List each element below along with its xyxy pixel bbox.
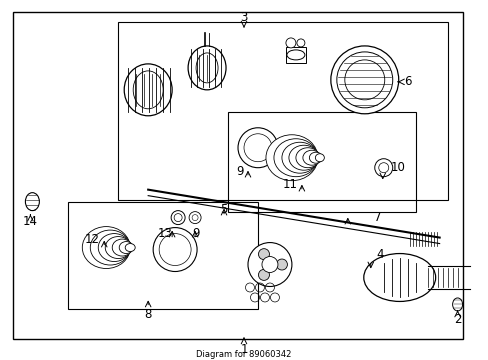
Text: 11: 11 [282, 178, 297, 191]
Text: Diagram for 89060342: Diagram for 89060342 [196, 350, 291, 359]
Circle shape [258, 249, 269, 260]
Circle shape [153, 228, 197, 271]
Circle shape [330, 46, 398, 114]
Ellipse shape [282, 142, 317, 173]
Ellipse shape [295, 148, 319, 168]
Text: 2: 2 [453, 313, 460, 326]
Ellipse shape [133, 71, 163, 109]
Circle shape [374, 159, 392, 177]
Ellipse shape [363, 253, 435, 301]
Ellipse shape [119, 242, 133, 253]
Text: 10: 10 [389, 161, 405, 174]
Bar [118, 22, 447, 200]
Circle shape [174, 213, 182, 222]
Circle shape [378, 163, 388, 173]
Circle shape [244, 134, 271, 162]
Text: 6: 6 [403, 75, 410, 88]
Text: 5: 5 [220, 203, 227, 216]
Ellipse shape [288, 145, 318, 170]
Circle shape [247, 243, 291, 287]
Circle shape [336, 52, 392, 108]
Circle shape [171, 211, 185, 225]
Bar [285, 47, 305, 63]
Ellipse shape [125, 244, 135, 252]
Circle shape [159, 234, 191, 266]
Circle shape [238, 128, 277, 168]
Circle shape [296, 39, 304, 47]
Text: 7: 7 [373, 211, 381, 224]
Ellipse shape [112, 239, 132, 256]
Ellipse shape [315, 154, 324, 162]
Circle shape [276, 259, 287, 270]
Ellipse shape [309, 152, 322, 163]
Text: 9: 9 [192, 227, 200, 240]
Text: 12: 12 [84, 233, 100, 246]
Ellipse shape [196, 53, 218, 83]
Ellipse shape [188, 46, 225, 90]
Bar [227, 112, 415, 212]
Ellipse shape [25, 193, 40, 211]
Circle shape [344, 60, 384, 100]
Text: 9: 9 [236, 165, 243, 178]
Ellipse shape [452, 298, 462, 311]
Circle shape [262, 257, 277, 273]
Circle shape [189, 212, 201, 224]
Text: 8: 8 [144, 308, 152, 321]
Text: 14: 14 [23, 215, 38, 228]
Ellipse shape [124, 64, 172, 116]
Text: 3: 3 [240, 12, 247, 24]
Bar [68, 202, 258, 310]
Circle shape [285, 38, 295, 48]
Ellipse shape [302, 150, 320, 165]
Text: 1: 1 [240, 343, 247, 356]
Ellipse shape [105, 237, 131, 258]
Ellipse shape [98, 234, 130, 261]
Ellipse shape [82, 226, 130, 269]
Ellipse shape [90, 230, 130, 265]
Circle shape [258, 269, 269, 280]
Text: 4: 4 [375, 248, 383, 261]
Ellipse shape [265, 135, 317, 181]
Text: 13: 13 [158, 227, 172, 240]
Ellipse shape [273, 139, 317, 177]
Ellipse shape [286, 50, 304, 60]
Circle shape [192, 215, 198, 221]
